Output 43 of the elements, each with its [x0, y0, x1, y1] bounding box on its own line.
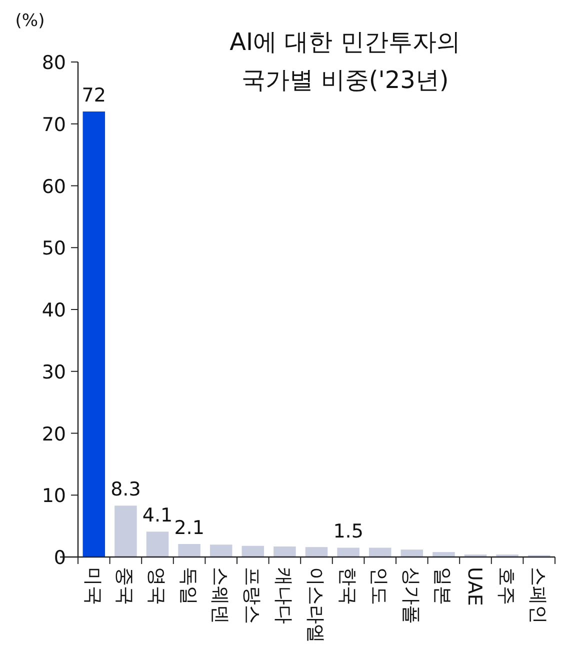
y-tick-label: 80 [42, 52, 66, 74]
x-tick-label: UAE [464, 567, 486, 606]
x-tick-label: 영국 [146, 567, 168, 605]
data-label: 4.1 [142, 504, 173, 527]
bar [82, 112, 106, 557]
x-tick-label: 스페인 [527, 567, 550, 624]
data-label: 1.5 [333, 520, 364, 543]
bar [178, 544, 200, 557]
x-tick-label: 호주 [495, 567, 518, 605]
bar [210, 544, 232, 557]
x-tick-label: 이스라엘 [304, 567, 326, 643]
x-tick-label: 싱가폴 [400, 567, 422, 624]
data-label: 8.3 [110, 478, 141, 501]
x-tick-label: 독일 [177, 567, 200, 605]
y-tick-label: 50 [42, 238, 66, 260]
y-axis-title: (%) [15, 11, 45, 31]
y-tick-label: 30 [42, 361, 66, 384]
bar [432, 552, 455, 557]
data-label: 2.1 [174, 517, 204, 540]
bar [368, 548, 392, 557]
x-tick-label: 한국 [336, 567, 358, 605]
y-tick-label: 10 [42, 485, 66, 508]
chart-title: AI에 대한 민간투자의 국가별 비중('23년) [230, 28, 460, 94]
x-tick-label: 일본 [432, 567, 454, 605]
y-tick-label: 60 [42, 176, 66, 198]
bar [242, 546, 264, 557]
bar [400, 550, 424, 557]
x-tick-label: 프랑스 [240, 567, 263, 624]
bar [146, 532, 169, 557]
bar [337, 548, 360, 557]
x-tick-label: 캐나다 [272, 567, 295, 624]
x-tick-label: 미국 [82, 567, 104, 605]
y-tick-label: 20 [42, 423, 66, 446]
bar [305, 547, 328, 557]
y-tick-label: 0 [54, 547, 66, 569]
bar [274, 546, 296, 557]
x-tick-label: 인도 [368, 567, 390, 605]
y-tick-label: 40 [42, 300, 66, 322]
data-label: 72 [82, 84, 106, 106]
bar [114, 506, 137, 557]
x-tick-label: 중국 [114, 567, 136, 605]
x-tick-label: 스웨덴 [209, 567, 232, 624]
y-tick-label: 70 [42, 114, 66, 136]
